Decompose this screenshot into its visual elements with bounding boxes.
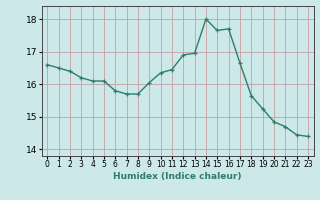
X-axis label: Humidex (Indice chaleur): Humidex (Indice chaleur) <box>113 172 242 181</box>
